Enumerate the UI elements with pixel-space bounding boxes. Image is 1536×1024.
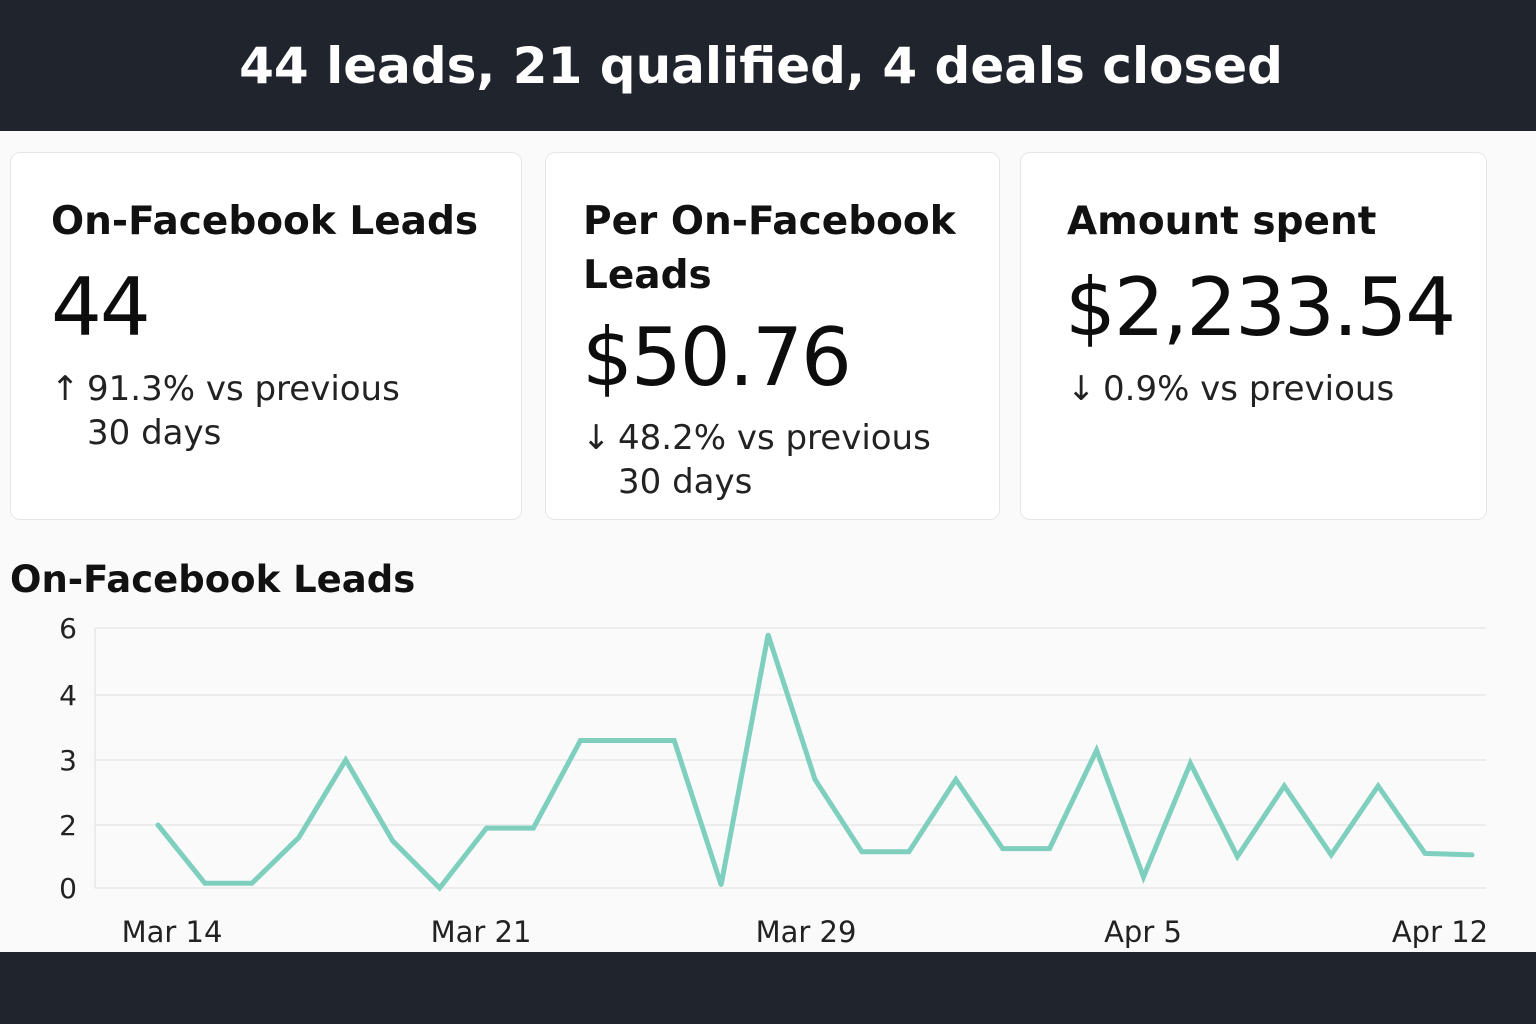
data-point <box>672 738 677 743</box>
x-tick-label: Apr 12 <box>1392 915 1488 949</box>
kpi-title: Per On-Facebook Leads <box>583 199 956 298</box>
data-point <box>249 881 254 886</box>
data-point <box>156 823 160 827</box>
kpi-change-text: 0.9% vs previous <box>1103 369 1395 409</box>
arrow-down-icon: ↓ <box>1067 369 1096 409</box>
data-point <box>766 632 771 637</box>
x-tick-label: Apr 5 <box>1104 915 1182 949</box>
data-point <box>1235 854 1240 859</box>
kpi-change-text: 48.2% vs previous 30 days <box>618 418 931 502</box>
y-axis-ticks: 0 2 3 4 6 <box>59 612 77 905</box>
y-tick-label: 6 <box>59 612 77 645</box>
data-point <box>343 758 348 762</box>
data-point <box>1000 846 1005 851</box>
kpi-value: $2,233.54 <box>1065 261 1456 354</box>
x-tick-label: Mar 14 <box>122 915 223 949</box>
data-point <box>202 881 207 886</box>
data-point <box>1141 875 1146 879</box>
arrow-up-icon: ↑ <box>51 369 80 409</box>
data-point <box>813 777 817 782</box>
data-point <box>1470 852 1474 857</box>
data-point <box>625 738 630 743</box>
data-point <box>296 835 301 840</box>
kpi-card-cost-per-lead: Per On-Facebook Leads $50.76 ↓ 48.2% vs … <box>545 152 1000 520</box>
kpi-title: On-Facebook Leads <box>51 199 479 244</box>
headline: 44 leads, 21 qualified, 4 deals closed <box>239 36 1283 95</box>
x-axis-ticks: Mar 14 Mar 21 Mar 29 Apr 5 Apr 12 <box>122 915 1489 949</box>
data-point <box>906 849 911 854</box>
headline-banner: 44 leads, 21 qualified, 4 deals closed <box>0 0 1536 131</box>
data-point <box>1423 851 1428 856</box>
chart-title: On-Facebook Leads <box>10 558 416 601</box>
kpi-value: $50.76 <box>582 311 852 404</box>
kpi-change-text: 91.3% vs previous 30 days <box>87 369 400 453</box>
kpi-change: ↓ 0.9% vs previous <box>1067 367 1503 411</box>
data-point <box>1188 761 1193 766</box>
data-point <box>1329 852 1334 857</box>
kpi-change: ↑ 91.3% vs previous 30 days <box>51 367 417 455</box>
data-point <box>531 826 536 831</box>
data-point <box>1376 784 1381 788</box>
y-tick-label: 4 <box>59 679 77 712</box>
kpi-title: Amount spent <box>1067 199 1377 244</box>
data-point <box>1282 784 1287 788</box>
data-point <box>1047 846 1052 851</box>
kpi-card-amount-spent: Amount spent $2,233.54 ↓ 0.9% vs previou… <box>1020 152 1487 520</box>
kpi-change: ↓ 48.2% vs previous 30 days <box>582 416 948 504</box>
data-point <box>719 882 724 887</box>
data-point <box>390 838 395 843</box>
data-point <box>953 777 958 782</box>
x-tick-label: Mar 29 <box>756 915 857 949</box>
data-point <box>859 849 864 854</box>
x-tick-label: Mar 21 <box>431 915 532 949</box>
kpi-value: 44 <box>51 261 151 354</box>
data-point <box>1094 748 1099 753</box>
y-tick-label: 2 <box>59 809 77 842</box>
y-tick-label: 0 <box>59 872 77 905</box>
chart-series <box>155 632 1475 892</box>
footer-band <box>0 952 1536 1024</box>
data-point <box>578 738 583 743</box>
chart-gridlines <box>94 627 1486 889</box>
y-tick-label: 3 <box>59 744 77 777</box>
series-line <box>155 633 1475 892</box>
arrow-down-icon: ↓ <box>582 418 611 458</box>
data-point <box>484 826 489 831</box>
data-point <box>437 886 442 890</box>
kpi-card-leads: On-Facebook Leads 44 ↑ 91.3% vs previous… <box>10 152 522 520</box>
